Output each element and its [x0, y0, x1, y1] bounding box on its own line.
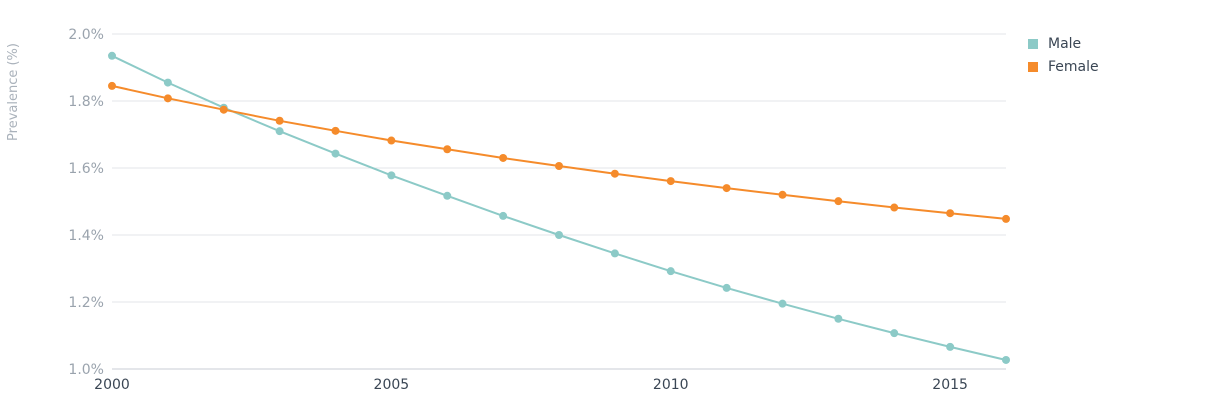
- axes: 1.0% 1.2% 1.4% 1.6% 1.8% 2.0% 2000 2005 2010 2015: [68, 27, 1006, 393]
- data-point-female[interactable]: [722, 184, 731, 193]
- data-point-female[interactable]: [834, 197, 843, 206]
- legend-item-female[interactable]: Female: [1028, 55, 1099, 78]
- data-point-male[interactable]: [275, 127, 284, 136]
- x-tick-label: 2010: [653, 377, 689, 393]
- data-point-female[interactable]: [163, 94, 172, 103]
- legend-label: Female: [1048, 58, 1099, 75]
- y-tick-label: 1.0%: [68, 362, 104, 378]
- legend-label: Male: [1048, 35, 1082, 52]
- x-tick-label: 2015: [932, 377, 968, 393]
- x-tick-label: 2005: [374, 377, 410, 393]
- series-line-female: [111, 84, 1007, 220]
- y-tick-label: 1.6%: [68, 161, 104, 177]
- series-lines: [108, 51, 1010, 364]
- data-point-male[interactable]: [443, 191, 452, 200]
- data-point-male[interactable]: [722, 283, 731, 292]
- data-point-male[interactable]: [946, 342, 955, 351]
- x-tick-label: 2000: [94, 377, 130, 393]
- data-point-female[interactable]: [387, 136, 396, 145]
- data-point-female[interactable]: [443, 145, 452, 154]
- data-point-male[interactable]: [834, 314, 843, 323]
- y-tick-label: 1.2%: [68, 295, 104, 311]
- data-point-female[interactable]: [610, 169, 619, 178]
- data-point-female[interactable]: [499, 153, 508, 162]
- data-point-female[interactable]: [666, 177, 675, 186]
- data-point-male[interactable]: [331, 149, 340, 158]
- data-point-female[interactable]: [555, 161, 563, 170]
- data-point-female[interactable]: [946, 209, 955, 218]
- data-point-female[interactable]: [1002, 214, 1010, 223]
- data-point-male[interactable]: [610, 249, 619, 258]
- data-point-male[interactable]: [108, 51, 116, 60]
- data-point-male[interactable]: [890, 329, 899, 338]
- y-tick-label: 1.4%: [68, 228, 104, 244]
- data-point-male[interactable]: [163, 78, 172, 87]
- data-point-male[interactable]: [499, 211, 508, 220]
- legend: Male Female: [1028, 32, 1099, 78]
- data-point-female[interactable]: [890, 203, 899, 212]
- data-point-male[interactable]: [666, 267, 675, 276]
- y-tick-label: 1.8%: [68, 94, 104, 110]
- data-point-male[interactable]: [1002, 355, 1010, 364]
- data-point-female[interactable]: [275, 116, 284, 125]
- data-point-female[interactable]: [778, 190, 787, 199]
- data-point-male[interactable]: [387, 171, 396, 180]
- legend-swatch: [1028, 38, 1038, 49]
- data-point-female[interactable]: [219, 105, 228, 114]
- legend-swatch: [1028, 61, 1038, 72]
- data-point-female[interactable]: [108, 81, 116, 90]
- data-point-female[interactable]: [331, 126, 340, 135]
- y-axis-label: Prevalence (%): [6, 43, 21, 141]
- y-tick-label: 2.0%: [68, 27, 104, 43]
- data-point-male[interactable]: [778, 299, 787, 308]
- data-point-male[interactable]: [555, 231, 563, 239]
- legend-item-male[interactable]: Male: [1028, 32, 1099, 55]
